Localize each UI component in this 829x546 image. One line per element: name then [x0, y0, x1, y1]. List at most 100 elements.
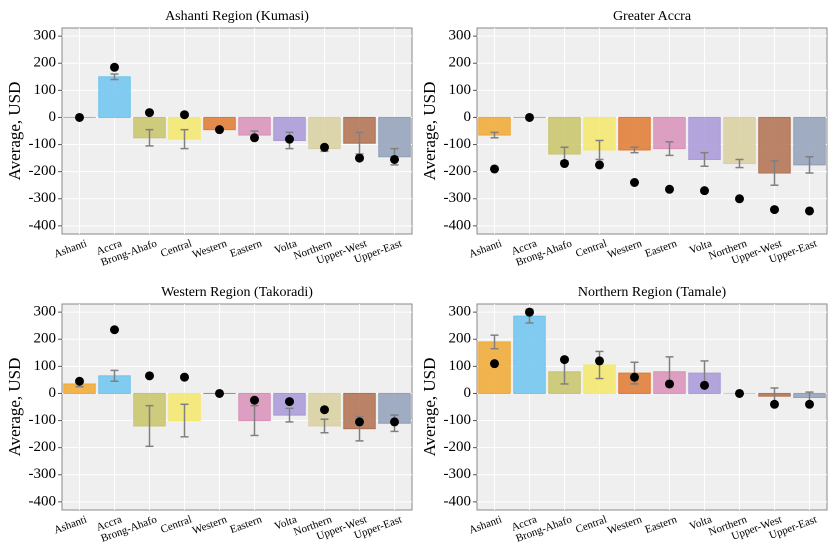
y-tick-label: -100: [29, 412, 57, 428]
point: [110, 325, 119, 335]
error-bar: [180, 403, 189, 438]
x-tick-label: Eastern: [228, 237, 264, 260]
point: [560, 159, 569, 169]
error-bar: [110, 73, 119, 81]
x-tick-label: Eastern: [228, 513, 264, 536]
x-tick-label: Western: [606, 513, 644, 537]
point: [215, 125, 224, 135]
point: [75, 376, 84, 386]
bar: [513, 315, 546, 394]
y-tick-label: 0: [49, 385, 57, 401]
error-bar: [320, 418, 329, 434]
y-axis-label: Average, USD: [420, 358, 439, 457]
panel: Western Region (Takoradi) Average, USD -40…: [5, 285, 413, 545]
point: [355, 417, 364, 427]
bar: [98, 76, 131, 118]
point: [285, 397, 294, 407]
y-tick-label: -100: [444, 412, 472, 428]
error-bar: [145, 128, 154, 147]
point: [665, 184, 674, 194]
point: [145, 108, 154, 118]
y-tick-label: 300: [34, 304, 57, 320]
point: [595, 160, 604, 170]
y-tick-label: -100: [444, 136, 472, 152]
x-tick-label: Western: [191, 237, 229, 261]
point: [250, 395, 259, 405]
point: [595, 356, 604, 366]
y-tick-label: -400: [29, 493, 57, 509]
panel-title: Western Region (Takoradi): [161, 285, 313, 300]
y-tick-label: -200: [444, 439, 472, 455]
point: [180, 110, 189, 120]
error-bar: [700, 151, 709, 167]
y-tick-label: 0: [464, 385, 472, 401]
bar: [343, 392, 376, 430]
x-tick-label: Ashanti: [467, 238, 503, 261]
point: [770, 205, 779, 215]
error-bar: [490, 131, 499, 139]
point: [770, 399, 779, 409]
error-bar: [770, 160, 779, 186]
x-tick-label: Central: [159, 238, 194, 260]
point: [805, 206, 814, 216]
y-tick-label: -400: [444, 217, 472, 233]
x-tick-label: Eastern: [643, 513, 679, 536]
y-tick-label: 300: [449, 304, 472, 320]
point: [735, 194, 744, 204]
y-tick-label: 200: [34, 55, 57, 71]
y-tick-label: 100: [449, 82, 472, 98]
error-bar: [180, 128, 189, 150]
y-tick-label: 100: [449, 358, 472, 374]
error-bar: [735, 158, 744, 169]
panel-title: Ashanti Region (Kumasi): [165, 9, 309, 24]
y-tick-label: -200: [29, 439, 57, 455]
point: [390, 417, 399, 427]
y-tick-label: -300: [444, 466, 472, 482]
y-tick-label: 0: [49, 109, 57, 125]
point: [700, 380, 709, 390]
x-tick-label: Western: [606, 237, 644, 261]
point: [75, 112, 84, 122]
point: [320, 142, 329, 152]
panel: Northern Region (Tamale) Average, USD -400…: [420, 285, 828, 545]
error-bar: [490, 334, 499, 350]
y-tick-label: -400: [29, 217, 57, 233]
x-tick-label: Ashanti: [52, 238, 88, 261]
point: [355, 153, 364, 163]
y-tick-label: 300: [449, 28, 472, 44]
error-bar: [285, 407, 294, 423]
point: [490, 164, 499, 174]
point: [700, 186, 709, 196]
y-tick-label: 100: [34, 358, 57, 374]
bar: [618, 116, 651, 151]
point: [560, 355, 569, 365]
x-tick-label: Central: [574, 238, 609, 260]
bar: [723, 116, 756, 165]
error-bar: [665, 141, 674, 157]
error-bar: [805, 156, 814, 174]
y-tick-label: -100: [29, 136, 57, 152]
error-bar: [630, 146, 639, 154]
panel-title: Greater Accra: [613, 9, 692, 24]
x-tick-label: Ashanti: [52, 514, 88, 537]
point: [285, 134, 294, 144]
y-tick-label: 200: [449, 331, 472, 347]
panel-title: Northern Region (Tamale): [578, 285, 727, 300]
panel: Ashanti Region (Kumasi) Average, USD -400 -…: [5, 9, 413, 269]
point: [490, 359, 499, 369]
y-axis-label: Average, USD: [5, 358, 24, 457]
y-tick-label: -300: [444, 190, 472, 206]
point: [525, 307, 534, 317]
y-tick-label: -300: [29, 466, 57, 482]
point: [110, 62, 119, 72]
y-tick-label: 200: [449, 55, 472, 71]
x-tick-label: Ashanti: [467, 514, 503, 537]
y-tick-label: 0: [464, 109, 472, 125]
point: [735, 388, 744, 398]
x-tick-label: Western: [191, 513, 229, 537]
point: [630, 372, 639, 382]
point: [180, 372, 189, 382]
y-tick-label: 100: [34, 82, 57, 98]
error-bar: [250, 404, 259, 437]
